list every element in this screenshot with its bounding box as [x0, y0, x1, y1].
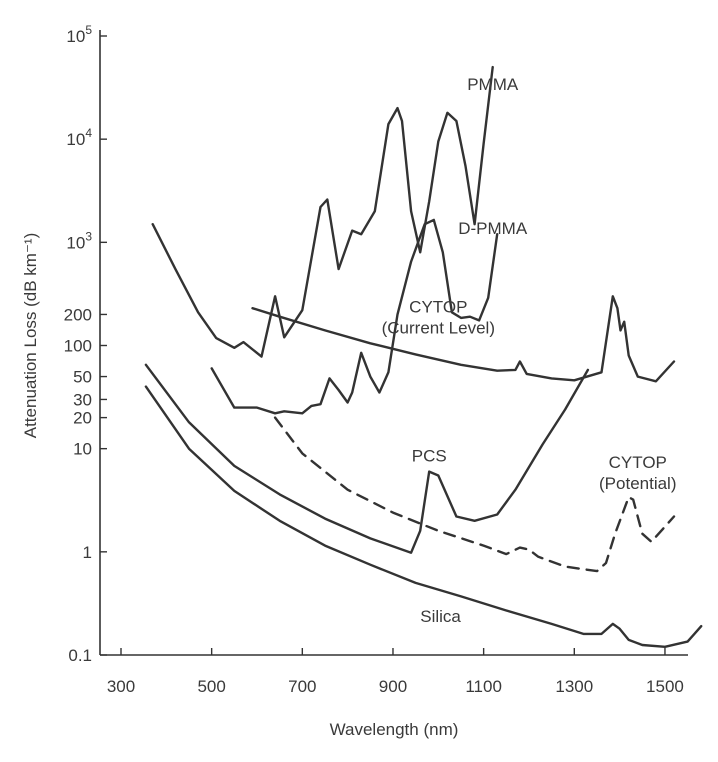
x-tick-label: 700: [288, 677, 316, 696]
x-tick-label: 500: [197, 677, 225, 696]
y-tick-label: 30: [73, 390, 92, 409]
x-axis-ticks: 300 500 700 900 1100 1300 1500: [107, 648, 684, 696]
y-tick-label: 50: [73, 368, 92, 387]
series-label: Silica: [420, 607, 461, 626]
series-label: (Current Level): [382, 318, 495, 337]
series-line-cytop-potential: [273, 416, 676, 573]
x-tick-label: 1100: [465, 677, 502, 696]
series-line-pmma: [151, 65, 494, 358]
x-tick-label: 300: [107, 677, 135, 696]
series-label: PCS: [412, 447, 447, 466]
x-axis-title: Wavelength (nm): [330, 720, 459, 739]
series-line-d-pmma: [210, 218, 499, 415]
series-line-cytop-current-level: [251, 295, 676, 383]
y-tick-label: 20: [73, 409, 92, 428]
y-tick-label: 1: [83, 543, 92, 562]
y-tick-label: 104: [66, 126, 92, 149]
y-tick-label: 105: [66, 23, 92, 46]
y-axis-title: Attenuation Loss (dB km⁻¹): [21, 233, 40, 439]
series-curves: [144, 65, 703, 648]
series-label: PMMA: [467, 75, 519, 94]
y-tick-label: 103: [66, 229, 92, 252]
series-label: D-PMMA: [458, 219, 528, 238]
y-tick-label: 0.1: [68, 646, 92, 665]
y-tick-label: 200: [64, 305, 92, 324]
series-label: CYTOP: [609, 453, 667, 472]
x-tick-label: 900: [379, 677, 407, 696]
series-line-pcs: [144, 363, 590, 554]
series-label: CYTOP: [409, 297, 467, 316]
y-tick-label: 10: [73, 440, 92, 459]
series-labels: PMMA D-PMMA CYTOP (Current Level) PCS CYTOP (P…: [382, 75, 677, 626]
series-label: (Potential): [599, 474, 676, 493]
x-tick-label: 1500: [646, 677, 684, 696]
series-line-silica: [144, 385, 703, 648]
x-tick-label: 1300: [555, 677, 593, 696]
axes: [99, 30, 688, 656]
y-tick-label: 100: [64, 337, 92, 356]
